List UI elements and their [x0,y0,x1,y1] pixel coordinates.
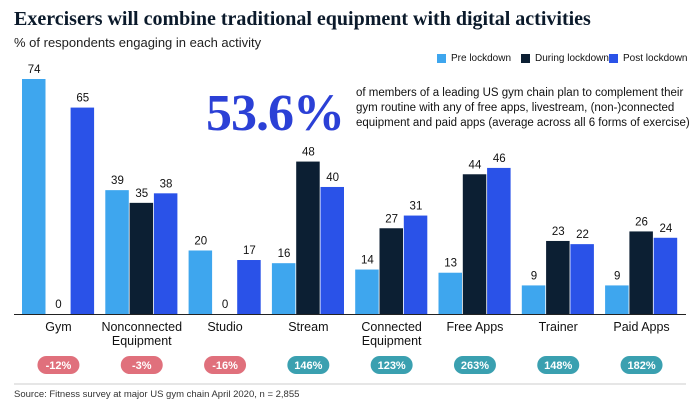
bar-6-2 [570,244,594,314]
change-badge-label-2: -16% [212,360,238,372]
change-badge-label-3: 146% [294,360,322,372]
data-label-0-0: 74 [28,64,41,76]
chart-title: Exercisers will combine traditional equi… [14,8,591,30]
category-label-6: Trainer [539,320,578,334]
bar-3-0 [271,263,296,314]
data-label-1-1: 35 [135,188,148,200]
data-label-2-0: 20 [194,235,207,247]
bar-1-2 [153,193,178,314]
change-badge-5 [453,356,496,374]
change-badge-label-1: -3% [132,360,152,372]
bar-7-2 [653,237,678,314]
bar-7-0 [605,285,629,314]
bar-7-1 [629,231,653,314]
bar-2-0 [188,250,213,314]
bar-1-0 [105,190,129,314]
data-label-3-1: 48 [302,147,315,159]
bar-0-0 [22,79,46,314]
data-label-5-2: 46 [493,153,506,165]
data-label-2-1: 0 [222,299,228,311]
category-label-0: Gym [45,320,71,334]
category-label-7: Paid Apps [613,320,669,334]
change-badge-7 [620,356,663,374]
bar-1-1 [129,202,154,314]
change-badge-label-5: 263% [461,360,489,372]
callout-text: of members of a leading US gym chain pla… [356,87,690,129]
data-label-2-2: 17 [243,245,256,257]
legend-item-during: During lockdown [521,53,609,64]
bar-5-0 [438,272,462,314]
legend-item-post: Post lockdown [609,53,687,64]
bar-4-1 [379,228,403,314]
bar-5-1 [462,174,487,314]
bar-5-2 [487,167,511,314]
legend-swatch-during [521,54,530,63]
bar-6-1 [546,240,570,314]
category-label-5: Free Apps [446,320,503,334]
category-label-2: Studio [207,320,242,334]
category-label-3: Stream [288,320,328,334]
data-label-6-2: 22 [576,229,589,241]
data-label-1-2: 38 [160,178,173,190]
data-label-4-0: 14 [361,255,374,267]
data-label-5-1: 44 [469,159,482,171]
data-label-7-0: 9 [614,270,620,282]
change-badge-label-6: 148% [544,360,572,372]
data-label-0-2: 65 [76,93,89,105]
change-badge-label-0: -12% [46,360,72,372]
legend-item-pre: Pre lockdown [437,53,511,64]
data-label-1-0: 39 [111,175,124,187]
data-label-7-2: 24 [659,223,672,235]
change-badge-0 [37,356,80,374]
change-badge-4 [370,356,413,374]
data-label-7-1: 26 [635,216,648,228]
bar-4-0 [355,269,379,314]
data-label-4-2: 31 [410,201,423,213]
change-badge-label-4: 123% [378,360,406,372]
category-label-4-line1: Equipment [362,334,422,348]
change-badge-1 [120,356,163,374]
data-label-5-0: 13 [444,258,457,270]
legend-swatch-pre [437,54,446,63]
legend-label-post: Post lockdown [623,53,688,64]
legend-swatch-post [609,54,618,63]
data-label-3-0: 16 [278,248,291,260]
bar-3-2 [320,186,344,314]
data-label-0-1: 0 [55,299,61,311]
legend-label-pre: Pre lockdown [451,53,512,64]
data-label-3-2: 40 [326,172,339,184]
category-label-4-line0: Connected [361,320,422,334]
chart-subtitle: % of respondents engaging in each activi… [14,35,262,50]
source-note: Source: Fitness survey at major US gym c… [14,389,300,400]
data-label-4-1: 27 [385,213,398,225]
bar-4-2 [403,215,428,314]
change-badge-6 [537,356,580,374]
data-label-6-1: 23 [552,226,565,238]
bar-6-0 [521,285,546,314]
data-label-6-0: 9 [531,270,537,282]
bar-0-2 [70,107,95,314]
change-badge-2 [204,356,247,374]
legend-label-during: During lockdown [535,53,609,64]
bar-2-2 [237,260,261,314]
callout-value: 53.6% [206,85,345,142]
bar-3-1 [296,161,320,314]
change-badge-label-7: 182% [627,360,655,372]
change-badge-3 [287,356,330,374]
category-label-1-line0: Nonconnected [101,320,182,334]
category-label-1-line1: Equipment [112,334,172,348]
